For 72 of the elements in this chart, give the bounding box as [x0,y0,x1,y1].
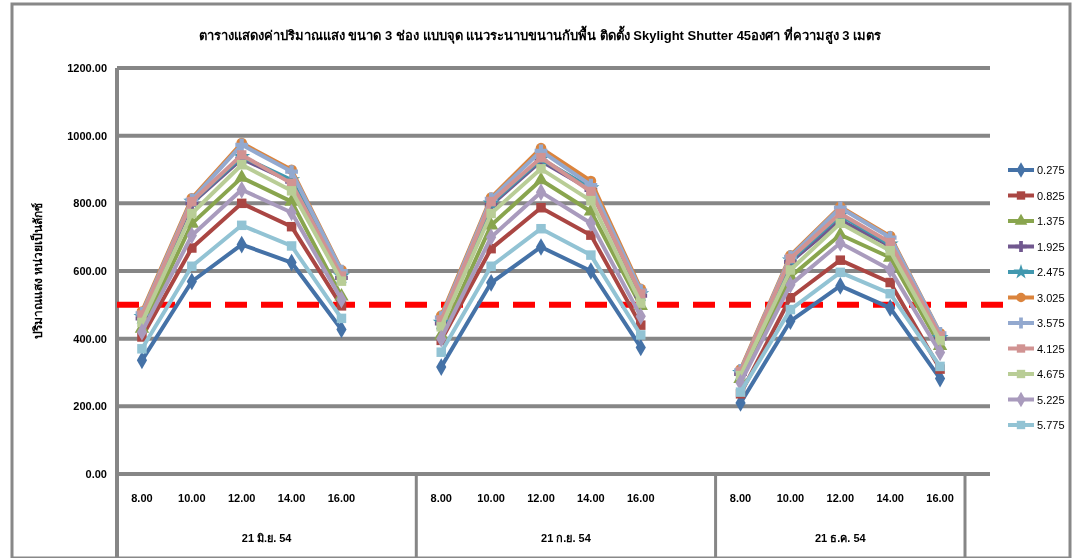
x-tick-label: 14.00 [277,492,306,504]
point [636,330,646,340]
point [533,171,549,185]
point [586,195,596,206]
point [835,218,846,229]
y-axis-title: ปริมาณแสง หน่วยเป็นลักซ์ [30,202,45,340]
y-tick-label: 0.00 [85,468,107,480]
chart-title: ตารางแสดงค่าปริมาณแสง ขนาด 3 ช่อง แบบจุด แนวระนาบขนานกับพื้น ติดตั้ง Skylight Shutter 45องศา ที่ความสูง 3 เมตร [198,25,882,44]
point [835,267,846,278]
legend-label: 5.775 [1037,419,1065,431]
legend-label: 5.225 [1037,393,1065,406]
x-tick-label: 8.00 [430,492,452,504]
legend-label: 1.375 [1037,215,1065,227]
point [187,208,197,219]
x-tick-label: 12.00 [826,492,855,504]
point [536,152,546,163]
point [785,265,796,275]
point [536,164,546,174]
point [885,277,895,288]
x-tick-label: 10.00 [776,492,805,504]
point [137,344,147,354]
y-tick-label: 1200.00 [67,62,107,74]
legend-label: 3.025 [1037,291,1065,304]
y-tick-label: 600.00 [73,265,107,277]
legend-label: 0.275 [1037,164,1065,176]
point [336,276,347,286]
legend-label: 4.125 [1037,342,1065,355]
text: 21 ธ.ค. 54 [814,532,867,544]
point [536,202,546,213]
x-tick-label: 12.00 [227,492,256,504]
x-tick-label: 14.00 [876,492,904,504]
y-tick-label: 1000.00 [67,129,107,142]
x-tick-label: 16.00 [627,492,655,504]
point [187,243,197,253]
legend-label: 0.825 [1037,189,1065,202]
x-tick-label: 16.00 [926,492,954,504]
point [835,208,846,219]
point [835,255,846,265]
point [236,160,247,170]
point [486,208,496,219]
point [885,288,895,299]
point [236,220,247,231]
point [236,198,247,209]
legend-label: 1.925 [1037,240,1065,253]
y-tick-label: 400.00 [73,332,107,345]
legend-label: 2.475 [1037,266,1065,278]
point [187,261,197,272]
x-tick-label: 14.00 [577,492,605,504]
point [286,241,297,251]
x-tick-label: 10.00 [477,492,505,504]
point [785,304,796,315]
y-tick-label: 800.00 [73,197,107,210]
y-tick-label: 200.00 [73,400,107,413]
x-tick-label: 8.00 [131,492,153,504]
point [234,169,249,182]
point [336,313,347,324]
point [286,186,297,196]
point [436,347,446,357]
text: 21 ก.ย. 54 [541,532,592,544]
x-tick-label: 16.00 [327,492,356,504]
x-tick-label: 10.00 [178,492,206,504]
x-tick-label: 12.00 [527,492,555,504]
point [586,250,596,260]
point [536,223,546,234]
point [236,150,247,160]
point [486,261,496,272]
point [486,196,496,207]
point [885,245,895,256]
text: 21 มิ.ย. 54 [241,532,293,544]
legend-label: 4.675 [1037,368,1065,380]
x-tick-label: 8.00 [729,492,752,504]
legend-label: 3.575 [1037,317,1065,329]
